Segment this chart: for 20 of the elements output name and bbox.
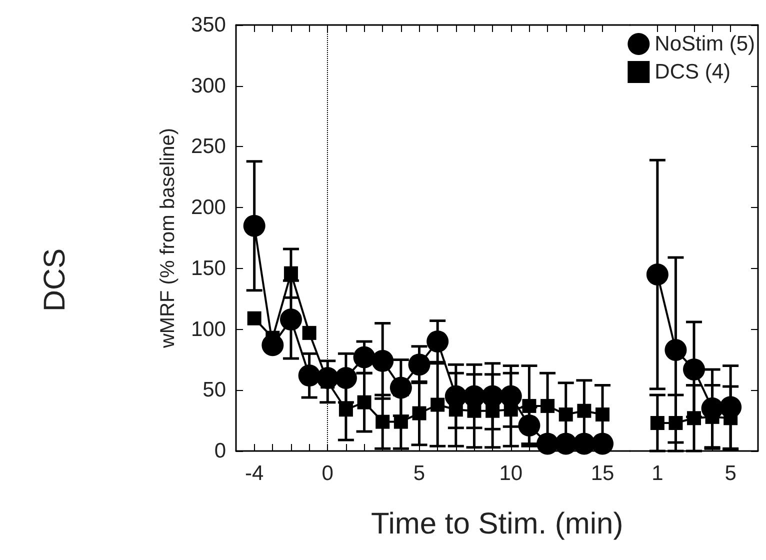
x-tick-label: 10 bbox=[499, 462, 523, 485]
y-tick-label: 100 bbox=[190, 318, 226, 341]
y-axis-title: wMRF (% from baseline) bbox=[157, 128, 179, 350]
x-axis-title: Time to Stim. (min) bbox=[370, 508, 624, 540]
y-tick-label: 300 bbox=[190, 74, 226, 98]
x-tick-label: -4 bbox=[244, 462, 264, 485]
y-tick-label: 200 bbox=[190, 196, 226, 220]
y-tick-label: 350 bbox=[190, 14, 226, 36]
x-tick-label: 5 bbox=[724, 462, 736, 485]
text: DCS bbox=[38, 248, 72, 312]
y-tick-label: 50 bbox=[202, 378, 226, 402]
x-tick-label: 1 bbox=[651, 462, 664, 485]
legend-label: DCS (4) bbox=[654, 60, 730, 84]
x-tick-label: 5 bbox=[413, 462, 426, 485]
y-tick-label: 250 bbox=[190, 135, 226, 158]
legend-label: NoStim (5) bbox=[654, 32, 755, 56]
x-tick-label: 15 bbox=[590, 462, 614, 485]
y-tick-label: 0 bbox=[214, 440, 226, 462]
y-tick-label: 150 bbox=[190, 256, 226, 280]
x-tick-label: 0 bbox=[322, 462, 334, 485]
